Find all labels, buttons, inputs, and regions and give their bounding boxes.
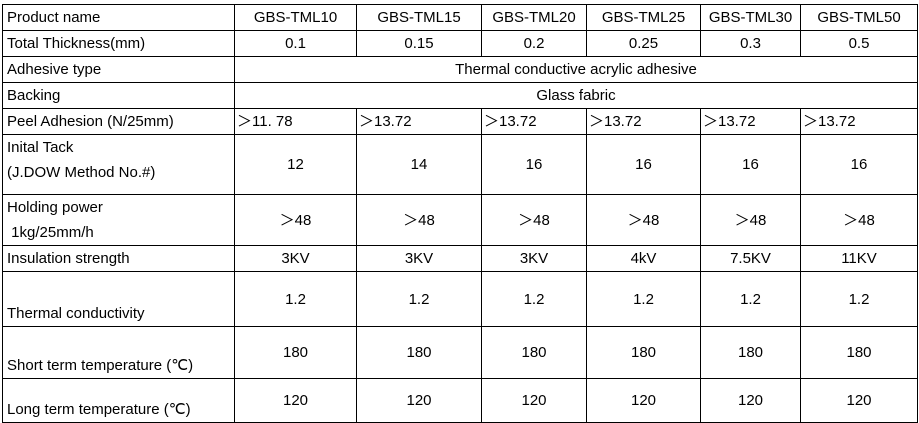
row-label: Peel Adhesion (N/25mm) [2,108,235,135]
value-cell: 16 [481,134,587,195]
value-cell: 16 [700,134,801,195]
value-cell: 3KV [356,245,482,272]
header-cell: GBS-TML15 [356,4,482,31]
value-cell: ＞48 [234,194,357,246]
value-cell: 120 [356,378,482,423]
label-line: Inital Tack [7,139,74,156]
table-row: Thermal conductivity 1.2 1.2 1.2 1.2 1.2 1.2 [2,271,918,327]
table-row: Total Thickness(mm) 0.1 0.15 0.2 0.25 0.3 0.5 [2,30,918,57]
value-cell: 0.5 [800,30,918,57]
value-cell: 180 [586,326,701,379]
value-cell: 16 [586,134,701,195]
value-cell: ＞11. 78 [234,108,357,135]
label-line: Insulation strength [7,250,130,267]
header-cell: GBS-TML50 [800,4,918,31]
header-cell: GBS-TML10 [234,4,357,31]
value-cell: 14 [356,134,482,195]
row-label: Adhesive type [2,56,235,83]
label-line: Peel Adhesion (N/25mm) [7,113,174,130]
label-line: Adhesive type [7,61,102,78]
value-cell: 180 [800,326,918,379]
value-cell: 180 [700,326,801,379]
value-cell: 3KV [481,245,587,272]
value-cell: 1.2 [700,271,801,327]
row-label: Thermal conductivity [2,271,235,327]
value-cell: 0.2 [481,30,587,57]
label-line: Total Thickness(mm) [7,35,146,52]
value-cell: ＞48 [356,194,482,246]
spec-table: Product name GBS-TML10 GBS-TML15 GBS-TML20 G… [2,4,918,423]
merged-cell: Thermal conductive acrylic adhesive [234,56,918,83]
value-cell: ＞13.72 [586,108,701,135]
table-row: Holding power 1kg/25mm/h ＞48 ＞48 ＞48 ＞48 ＞48 ＞… [2,194,918,246]
value-cell: 0.3 [700,30,801,57]
label-line: 1kg/25mm/h [7,224,94,241]
value-cell: 120 [481,378,587,423]
value-cell: 7.5KV [700,245,801,272]
label-line: Short term temperature (℃) [7,357,194,374]
value-cell: ＞48 [586,194,701,246]
value-cell: ＞13.72 [481,108,587,135]
value-cell: 120 [586,378,701,423]
value-cell: 1.2 [800,271,918,327]
value-cell: 120 [800,378,918,423]
value-cell: 1.2 [234,271,357,327]
value-cell: 180 [234,326,357,379]
table-row: Insulation strength 3KV 3KV 3KV 4kV 7.5KV 11KV [2,245,918,272]
table-row: Backing Glass fabric [2,82,918,109]
value-cell: 0.25 [586,30,701,57]
label-line: (J.DOW Method No.#) [7,164,156,181]
table-row: Peel Adhesion (N/25mm) ＞11. 78 ＞13.72 ＞13.7… [2,108,918,135]
label-line: Backing [7,87,61,104]
table-row: Short term temperature (℃) 180 180 180 180 18… [2,326,918,379]
merged-cell: Glass fabric [234,82,918,109]
header-cell: GBS-TML20 [481,4,587,31]
value-cell: 12 [234,134,357,195]
value-cell: 1.2 [586,271,701,327]
value-cell: ＞13.72 [700,108,801,135]
header-cell: GBS-TML30 [700,4,801,31]
label-line: Holding power [7,199,103,216]
table-row: Adhesive type Thermal conductive acrylic … [2,56,918,83]
row-label: Backing [2,82,235,109]
value-cell: ＞48 [700,194,801,246]
value-cell: 1.2 [481,271,587,327]
value-cell: 0.15 [356,30,482,57]
value-cell: ＞13.72 [356,108,482,135]
row-label: Short term temperature (℃) [2,326,235,379]
label-line: Thermal conductivity [7,305,145,322]
table-row: Inital Tack (J.DOW Method No.#) 12 14 16 16 16… [2,134,918,195]
table-body: Product name GBS-TML10 GBS-TML15 GBS-TML20 G… [2,4,918,423]
value-cell: 180 [481,326,587,379]
value-cell: 16 [800,134,918,195]
value-cell: ＞48 [800,194,918,246]
value-cell: 3KV [234,245,357,272]
row-label: Long term temperature (℃) [2,378,235,423]
value-cell: 120 [700,378,801,423]
row-label: Total Thickness(mm) [2,30,235,57]
label-line: Long term temperature (℃) [7,401,191,418]
header-cell: GBS-TML25 [586,4,701,31]
row-label: Insulation strength [2,245,235,272]
value-cell: 0.1 [234,30,357,57]
table-row: Long term temperature (℃) 120 120 120 120 120… [2,378,918,423]
value-cell: 11KV [800,245,918,272]
header-row: Product name GBS-TML10 GBS-TML15 GBS-TML20 G… [2,4,918,31]
row-label: Inital Tack (J.DOW Method No.#) [2,134,235,195]
row-label: Holding power 1kg/25mm/h [2,194,235,246]
value-cell: ＞48 [481,194,587,246]
value-cell: ＞13.72 [800,108,918,135]
value-cell: 4kV [586,245,701,272]
value-cell: 180 [356,326,482,379]
header-label: Product name [2,4,235,31]
value-cell: 120 [234,378,357,423]
value-cell: 1.2 [356,271,482,327]
